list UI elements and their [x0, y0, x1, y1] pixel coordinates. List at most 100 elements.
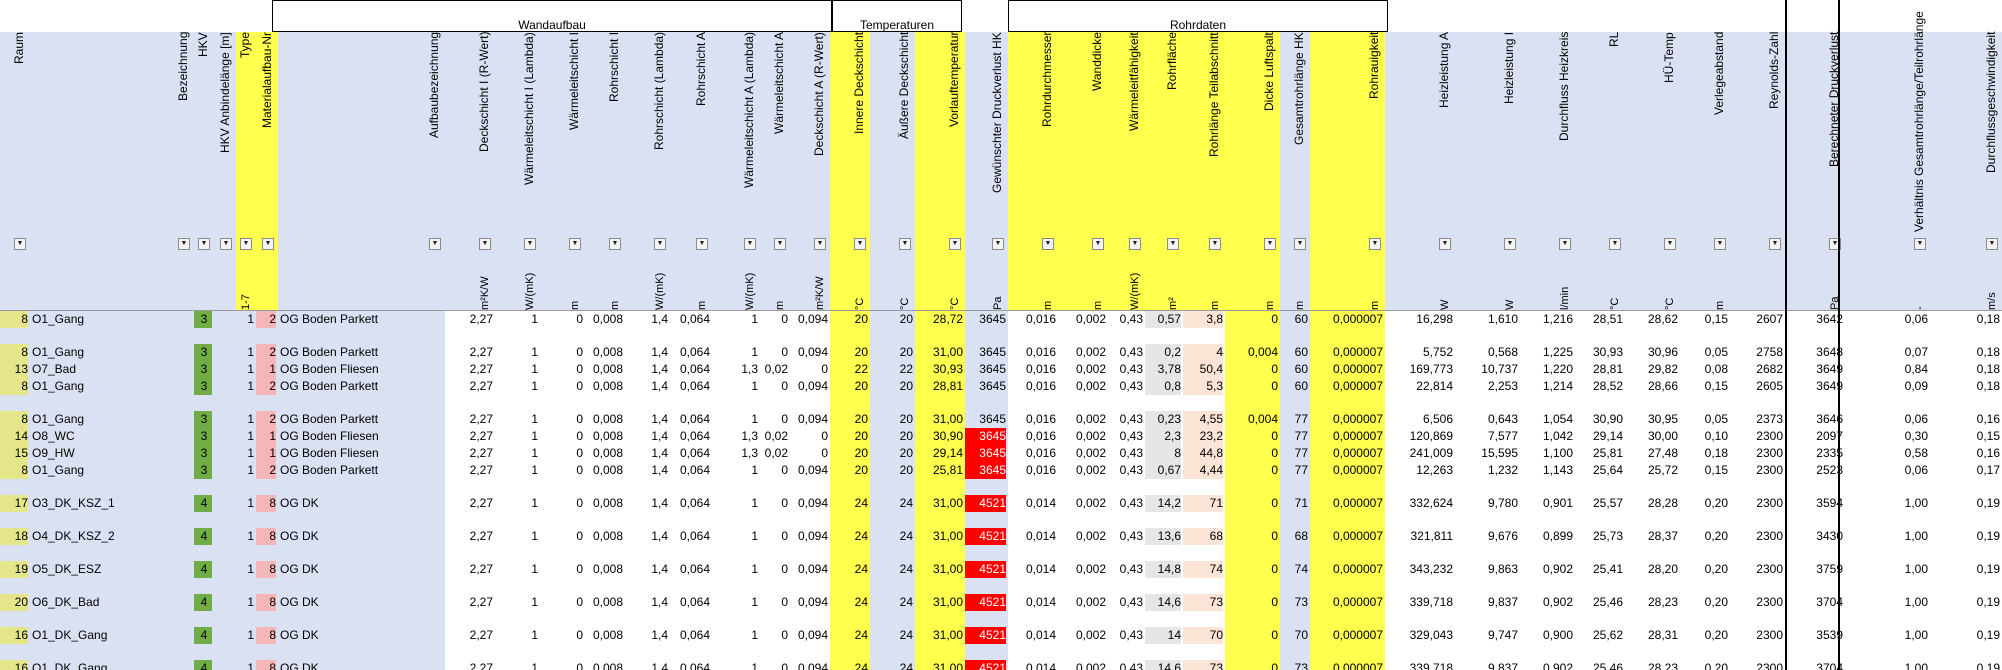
cell-durchflussgeschw[interactable]: 0,15 — [1976, 429, 2000, 443]
cell-durchflussgeschw[interactable]: 0,19 — [1976, 562, 2000, 576]
cell-rohr_a[interactable]: 0,064 — [679, 429, 710, 443]
cell-waermefaehigkeit[interactable]: 0,43 — [1119, 562, 1143, 576]
cell-wanddicke[interactable]: 0,002 — [1075, 312, 1106, 326]
cell-ber_druckverlust[interactable]: 3594 — [1816, 496, 1843, 510]
cell-rohr_a[interactable]: 0,064 — [679, 496, 710, 510]
cell-type[interactable]: 1 — [247, 312, 254, 326]
cell-verhaeltnis[interactable]: 0,06 — [1904, 312, 1928, 326]
cell-rohrlaenge_teil[interactable]: 68 — [1183, 528, 1223, 545]
cell-waerme_i_lambda[interactable]: 1 — [531, 429, 538, 443]
cell-raum_nr[interactable]: 19 — [0, 561, 28, 578]
cell-vorlauf[interactable]: 28,81 — [932, 379, 963, 393]
cell-vorlauf[interactable]: 28,72 — [932, 312, 963, 326]
cell-material_nr[interactable]: 8 — [256, 627, 276, 644]
cell-verlegeabstand[interactable]: 0,15 — [1704, 463, 1728, 477]
cell-waerme_a[interactable]: 0 — [781, 529, 788, 543]
cell-hkv[interactable]: 4 — [194, 561, 212, 578]
cell-rohr_i[interactable]: 0,008 — [592, 562, 623, 576]
cell-waerme_a_lambda[interactable]: 1 — [751, 379, 758, 393]
cell-rohr_lambda[interactable]: 1,4 — [651, 362, 668, 376]
cell-deck_i_r[interactable]: 2,27 — [469, 446, 493, 460]
cell-reynolds[interactable]: 2373 — [1756, 412, 1783, 426]
cell-material_nr[interactable]: 1 — [256, 428, 276, 445]
cell-aufbau[interactable]: OG Boden Fliesen — [280, 429, 379, 443]
cell-waerme_a[interactable]: 0,02 — [764, 446, 788, 460]
cell-deck_i_r[interactable]: 2,27 — [469, 562, 493, 576]
cell-deck_a_r[interactable]: 0,094 — [797, 312, 828, 326]
cell-dicke_luftspalt[interactable]: 0 — [1271, 446, 1278, 460]
cell-druckverlust_hk[interactable]: 4521 — [965, 660, 1006, 670]
cell-durchfluss[interactable]: 0,901 — [1542, 496, 1573, 510]
cell-waerme_a_lambda[interactable]: 1,3 — [741, 446, 758, 460]
cell-type[interactable]: 1 — [247, 412, 254, 426]
cell-waermefaehigkeit[interactable]: 0,43 — [1119, 529, 1143, 543]
cell-heiz_a[interactable]: 169,773 — [1409, 362, 1453, 376]
cell-rohrflaeche[interactable]: 0,57 — [1145, 311, 1181, 328]
cell-ber_druckverlust[interactable]: 2335 — [1816, 446, 1843, 460]
cell-rohrlaenge_teil[interactable]: 73 — [1183, 594, 1223, 611]
cell-reynolds[interactable]: 2300 — [1756, 562, 1783, 576]
cell-raum_nr[interactable]: 16 — [0, 627, 28, 644]
cell-rohrflaeche[interactable]: 0,8 — [1145, 378, 1181, 395]
cell-rohrdurchmesser[interactable]: 0,016 — [1025, 345, 1056, 359]
cell-aeussere_deck[interactable]: 24 — [899, 496, 913, 510]
cell-rohr_lambda[interactable]: 1,4 — [651, 496, 668, 510]
cell-rohrdurchmesser[interactable]: 0,014 — [1025, 628, 1056, 642]
cell-wanddicke[interactable]: 0,002 — [1075, 446, 1106, 460]
cell-hkv[interactable]: 3 — [194, 445, 212, 462]
cell-anbindelaenge[interactable] — [214, 411, 234, 428]
cell-reynolds[interactable]: 2300 — [1756, 446, 1783, 460]
filter-dropdown-hkv[interactable]: ▼ — [198, 238, 210, 250]
cell-rauigkeit[interactable]: 0,000007 — [1332, 661, 1383, 670]
cell-verhaeltnis[interactable]: 1,00 — [1904, 562, 1928, 576]
cell-rohr_i[interactable]: 0,008 — [592, 429, 623, 443]
cell-raum_nr[interactable]: 13 — [0, 361, 28, 378]
cell-heiz_a[interactable]: 321,811 — [1410, 529, 1454, 543]
cell-reynolds[interactable]: 2300 — [1756, 529, 1783, 543]
cell-rohr_i[interactable]: 0,008 — [592, 529, 623, 543]
cell-hkv[interactable]: 3 — [194, 428, 212, 445]
cell-raum_nr[interactable]: 20 — [0, 594, 28, 611]
cell-anbindelaenge[interactable] — [214, 361, 234, 378]
cell-heiz_i[interactable]: 9,747 — [1487, 628, 1518, 642]
filter-dropdown-druckverlust_hk[interactable]: ▼ — [992, 238, 1004, 250]
cell-innere_deck[interactable]: 24 — [854, 562, 868, 576]
cell-waerme_i[interactable]: 0 — [576, 661, 583, 670]
cell-gesamtrohrlaenge[interactable]: 73 — [1294, 595, 1308, 609]
cell-verlegeabstand[interactable]: 0,08 — [1704, 362, 1728, 376]
cell-durchfluss[interactable]: 0,902 — [1542, 661, 1573, 670]
cell-rauigkeit[interactable]: 0,000007 — [1332, 429, 1383, 443]
cell-waerme_i[interactable]: 0 — [576, 496, 583, 510]
cell-waermefaehigkeit[interactable]: 0,43 — [1119, 345, 1143, 359]
cell-wanddicke[interactable]: 0,002 — [1075, 628, 1106, 642]
cell-vorlauf[interactable]: 31,00 — [932, 412, 963, 426]
cell-bezeichnung[interactable]: O9_HW — [32, 446, 75, 460]
cell-deck_a_r[interactable]: 0,094 — [797, 562, 828, 576]
cell-ber_druckverlust[interactable]: 3649 — [1816, 362, 1843, 376]
cell-heiz_i[interactable]: 0,568 — [1487, 345, 1518, 359]
cell-reynolds[interactable]: 2682 — [1756, 362, 1783, 376]
cell-rohrflaeche[interactable]: 14,2 — [1145, 495, 1181, 512]
cell-bezeichnung[interactable]: O1_DK_Gang — [32, 628, 108, 642]
cell-wanddicke[interactable]: 0,002 — [1075, 412, 1106, 426]
cell-waerme_i_lambda[interactable]: 1 — [531, 412, 538, 426]
cell-rl[interactable]: 25,81 — [1592, 446, 1623, 460]
cell-durchflussgeschw[interactable]: 0,16 — [1976, 446, 2000, 460]
cell-gesamtrohrlaenge[interactable]: 70 — [1294, 628, 1308, 642]
cell-rohrdurchmesser[interactable]: 0,016 — [1025, 362, 1056, 376]
cell-hkv[interactable]: 3 — [194, 344, 212, 361]
cell-hkv[interactable]: 3 — [194, 462, 212, 479]
cell-raum_nr[interactable]: 8 — [0, 311, 28, 328]
cell-aufbau[interactable]: OG Boden Parkett — [280, 379, 379, 393]
cell-rl[interactable]: 25,62 — [1592, 628, 1623, 642]
cell-gesamtrohrlaenge[interactable]: 77 — [1294, 446, 1308, 460]
cell-waermefaehigkeit[interactable]: 0,43 — [1119, 595, 1143, 609]
cell-deck_a_r[interactable]: 0 — [821, 362, 828, 376]
cell-rohrdurchmesser[interactable]: 0,014 — [1025, 595, 1056, 609]
cell-waerme_i_lambda[interactable]: 1 — [531, 362, 538, 376]
cell-gesamtrohrlaenge[interactable]: 60 — [1294, 345, 1308, 359]
cell-anbindelaenge[interactable] — [214, 561, 234, 578]
cell-rohrdurchmesser[interactable]: 0,016 — [1025, 463, 1056, 477]
cell-rauigkeit[interactable]: 0,000007 — [1332, 496, 1383, 510]
cell-waerme_a[interactable]: 0 — [781, 496, 788, 510]
